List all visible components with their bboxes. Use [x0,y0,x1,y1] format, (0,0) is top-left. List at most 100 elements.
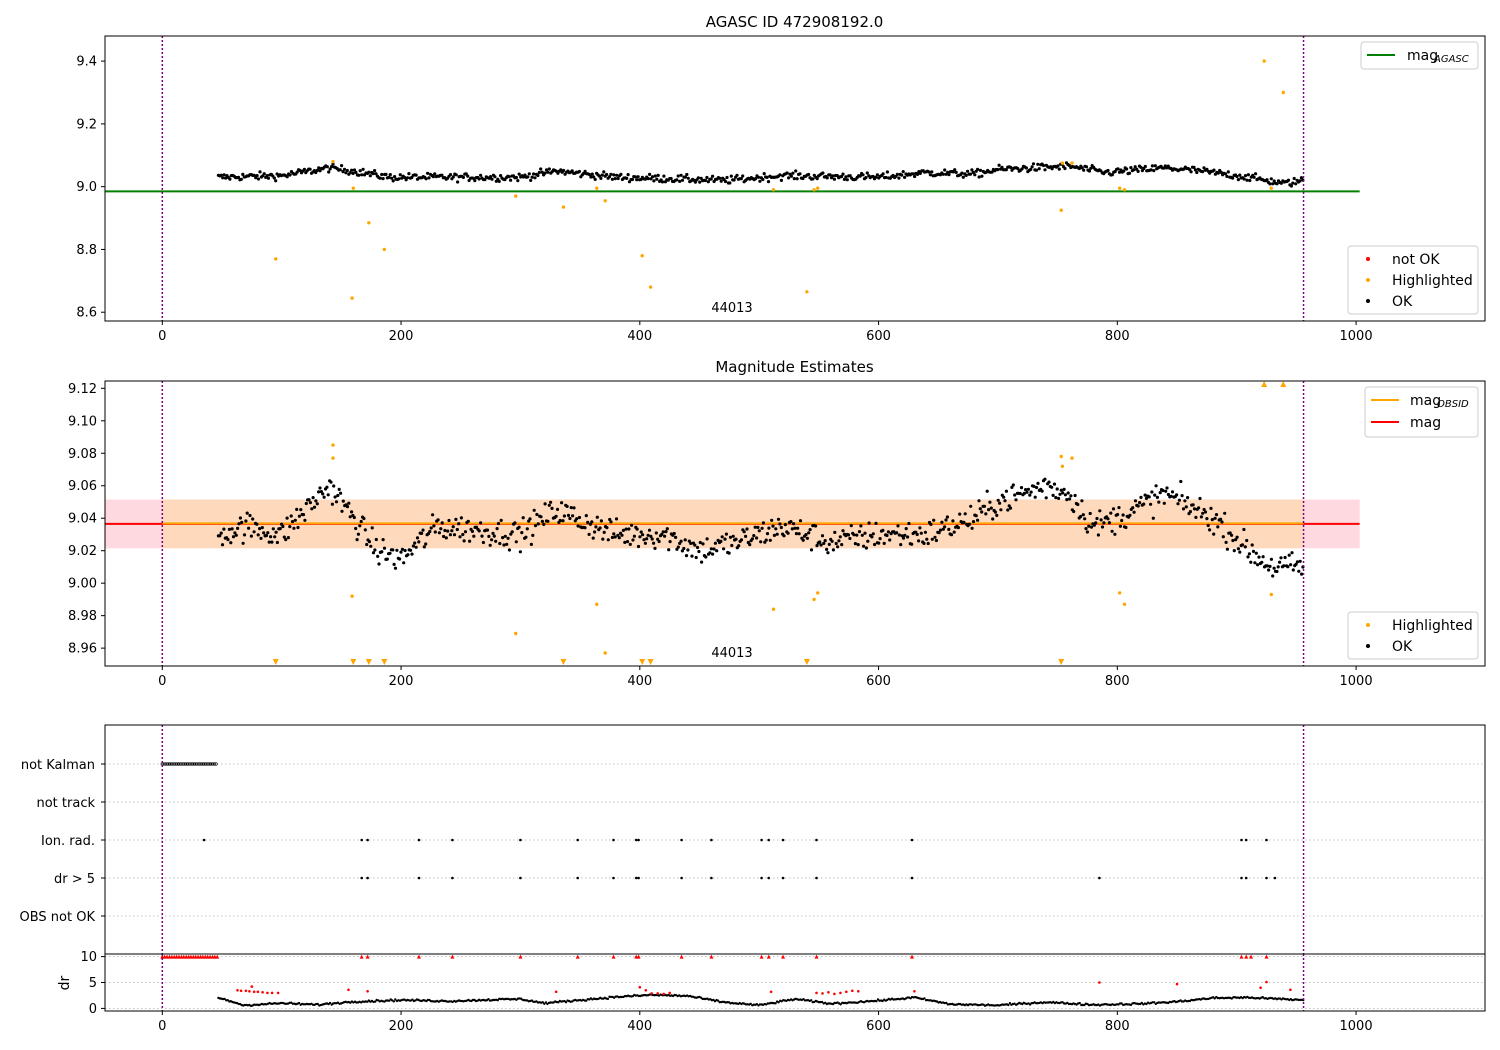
ok-point [345,168,349,173]
ok-point [518,550,523,554]
ok-point [1179,479,1183,484]
ok-point [846,533,851,537]
dr-red-marker [636,954,641,959]
ok-point [809,548,814,552]
ok-point [701,542,705,546]
ok-point [588,522,593,526]
ok-point [1037,167,1041,171]
dr-not-ok-point [833,992,836,996]
ok-point [433,172,437,176]
dr-red-marker [416,954,421,959]
ok-point [1170,490,1175,494]
ok-point [978,507,982,511]
ok-point [652,541,656,545]
y-tick-label: 0 [89,1002,97,1017]
ok-point [996,498,1000,502]
ok-point [1242,177,1246,181]
ok-point [471,176,475,180]
ok-point [886,530,891,534]
ok-point [339,491,343,495]
ok-point [340,164,344,168]
ok-point [327,170,331,174]
ok-point [496,521,501,526]
ok-point [995,513,999,518]
ok-point [1221,535,1225,539]
not-kalman-point [169,762,173,766]
ok-point [811,177,815,181]
highlighted-point [274,257,278,261]
not-kalman-point [189,762,193,766]
ok-point [350,168,354,172]
ok-point [1254,551,1258,555]
panel-dr: 0 200 400 600 800 1000 0 5 10 dr [57,950,1486,1034]
ok-point [753,525,757,529]
ok-point [831,174,835,178]
ok-point [682,546,686,551]
ok-point [587,532,591,537]
ok-point [222,527,226,531]
legend-label: Highlighted [1392,618,1473,634]
highlighted-point [1262,59,1266,63]
highlighted-point [771,188,776,192]
dr-point [1145,1002,1148,1006]
ok-point [560,501,564,505]
ok-point [885,170,890,174]
ok-point [1057,496,1061,500]
ok-point [452,533,457,537]
ok-point [293,518,297,522]
not-kalman-point [194,762,198,766]
ok-point [584,514,588,518]
ok-point [698,540,702,545]
ok-point [866,539,870,543]
ok-point [656,537,660,541]
ok-point [672,531,676,536]
ok-point [1289,563,1293,567]
ok-point [1300,572,1304,576]
ok-point [977,175,981,179]
ok-point [487,534,491,539]
ok-point [685,172,689,177]
legend-marker [1366,278,1370,282]
highlighted-point [1059,208,1063,212]
ok-point [985,489,989,493]
dr-point [316,1002,319,1006]
ion-rad-point [1244,838,1248,842]
ok-point [1063,493,1067,497]
ok-point [766,180,771,184]
ok-point [1181,507,1186,511]
ok-point [636,175,640,179]
ok-point [501,536,505,540]
ok-point [1165,486,1169,490]
dr-point [392,1000,395,1003]
dr-red-marker [1239,954,1244,959]
ok-point [782,534,786,538]
dr-not-ok-point [1289,988,1292,992]
ok-point [421,528,425,532]
ok-point [411,544,415,548]
ok-point [1089,166,1093,170]
ok-point [941,172,945,176]
ok-point [1122,169,1126,173]
ok-point [296,525,300,530]
ok-point [559,168,563,172]
ok-point [1256,563,1260,567]
ok-point [532,172,536,176]
ok-point [628,542,632,547]
ok-point [723,537,727,541]
ok-point [1100,525,1105,529]
ok-point [350,510,354,514]
ok-point [228,177,232,181]
ok-point [974,514,978,518]
ok-point [1009,165,1013,169]
panel2-obsid-label: 44013 [711,646,752,661]
ok-point [911,172,915,176]
ok-point [919,531,923,535]
ok-point [466,519,470,523]
ok-point [624,527,628,531]
ion-rad-point [366,838,369,842]
ok-point [391,179,395,183]
ok-point [1197,506,1201,510]
ok-point [679,173,683,177]
ok-point [241,541,245,545]
ok-point [895,531,899,535]
